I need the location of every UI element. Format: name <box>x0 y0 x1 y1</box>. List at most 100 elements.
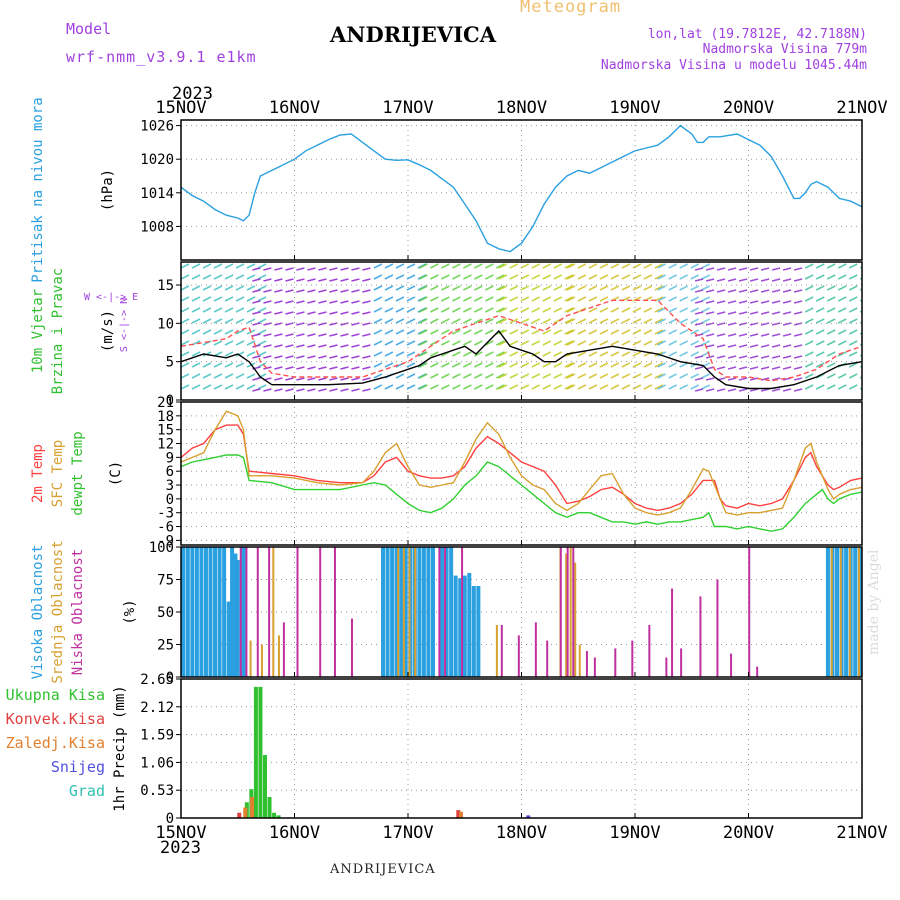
wind-arrow <box>351 300 360 304</box>
clouds-bar <box>440 547 445 677</box>
wind-arrow <box>657 307 667 313</box>
wind-arrow <box>727 388 737 392</box>
wind-arrow <box>738 333 748 337</box>
wind-arrow <box>815 263 825 269</box>
wind-arrow <box>716 388 726 392</box>
wind-arrow <box>318 289 327 293</box>
wind-arrow <box>701 285 711 291</box>
bottom-xtick-label: 21NOV <box>836 823 887 843</box>
wind-arrow <box>395 351 405 357</box>
wind-arrow <box>564 296 574 302</box>
wind-arrow <box>181 307 190 313</box>
clouds-bar <box>848 547 851 677</box>
wind-arrow <box>793 388 803 392</box>
wind-arrow <box>191 296 201 302</box>
wind-arrow <box>213 329 223 335</box>
wind-arrow <box>588 340 598 346</box>
wind-arrow <box>520 307 530 313</box>
wind-arrow <box>307 333 316 337</box>
wind-arrow <box>285 289 294 293</box>
wind-arrow <box>257 362 267 368</box>
precip-bar <box>458 811 463 818</box>
clouds-bar <box>680 648 683 677</box>
clouds-bar <box>449 547 454 677</box>
wind-arrow <box>804 285 814 291</box>
wind-arrow <box>837 285 847 291</box>
temperature-ylabel: 2m Temp <box>30 444 46 503</box>
axis-text-layer: 1008 1014 1020 1026 Pritisak na nivou mora (h… <box>6 97 888 843</box>
wind-arrow <box>257 318 267 324</box>
wind-arrow <box>701 340 711 346</box>
wind-ytick-label: 5 <box>166 355 174 371</box>
wind-arrow <box>202 285 212 291</box>
data-layer <box>180 124 863 818</box>
wind-arrow <box>263 311 272 315</box>
wind-arrow <box>373 329 383 335</box>
wind-arrow <box>318 355 327 359</box>
wind-arrow <box>509 274 519 280</box>
wind-arrow <box>531 384 541 390</box>
wind-arrow <box>520 384 530 390</box>
wind-arrow <box>564 362 574 368</box>
wind-arrow <box>224 362 234 368</box>
wind-arrow <box>473 307 483 313</box>
precip-bar <box>276 815 281 818</box>
wind-arrow <box>329 355 338 359</box>
wind-arrow <box>542 329 552 335</box>
wind-arrow <box>520 296 530 302</box>
temperature-ytick-label: -3 <box>157 506 174 522</box>
pressure-ytick-label: 1026 <box>140 119 174 135</box>
wind-arrow <box>181 329 190 335</box>
clouds-bar <box>245 547 248 677</box>
wind-arrow <box>564 285 574 291</box>
wind-arrow <box>804 274 814 280</box>
wind-arrow <box>296 278 305 282</box>
wind-arrow <box>610 274 620 280</box>
wind-arrow <box>848 351 858 357</box>
wind-arrow <box>826 362 836 368</box>
wind-arrow <box>384 384 394 390</box>
wind-arrow <box>610 285 620 291</box>
wind-arrow <box>701 318 711 324</box>
wind-arrow <box>668 274 678 280</box>
wind-arrow <box>826 340 836 346</box>
wind-arrow <box>815 329 825 335</box>
wind-arrow <box>462 329 472 335</box>
wind-arrow <box>705 267 715 271</box>
clouds-bar <box>403 547 408 677</box>
wind-arrow <box>263 366 272 370</box>
clouds-bar <box>260 644 263 677</box>
wind-arrow <box>274 366 283 370</box>
wind-arrow <box>668 285 678 291</box>
wind-arrow <box>679 329 689 335</box>
wind-arrow <box>451 329 461 335</box>
precip-ytick-label: 0 <box>166 811 174 827</box>
wind-arrow <box>429 351 439 357</box>
wind-arrow <box>632 285 642 291</box>
wind-arrow <box>520 285 530 291</box>
wind-arrow <box>181 296 190 302</box>
wind-arrow <box>252 355 261 359</box>
clouds-bar <box>857 547 860 677</box>
temperature-ytick-label: 6 <box>166 464 174 480</box>
wind-arrow <box>520 329 530 335</box>
wind-arrow <box>406 296 416 302</box>
wind-arrow <box>553 340 563 346</box>
clouds-bar <box>222 547 227 677</box>
wind-arrow <box>727 366 737 370</box>
clouds-bar <box>585 651 588 677</box>
wind-arrow <box>213 274 223 280</box>
wind-arrow <box>815 274 825 280</box>
wind-arrow <box>804 296 814 302</box>
wind-arrow <box>793 300 803 304</box>
elevation-text: Nadmorska Visina 779m <box>702 42 867 57</box>
clouds-ylabel: Visoka Oblacnost <box>30 545 46 680</box>
wind-arrow <box>837 318 847 324</box>
wind-arrow <box>263 267 272 271</box>
wind-arrow <box>848 340 858 346</box>
wind-arrow <box>274 278 283 282</box>
wind-arrow <box>495 285 505 291</box>
wind-arrow <box>793 278 803 282</box>
clouds-bar <box>268 547 271 677</box>
clouds-bar <box>574 562 577 677</box>
